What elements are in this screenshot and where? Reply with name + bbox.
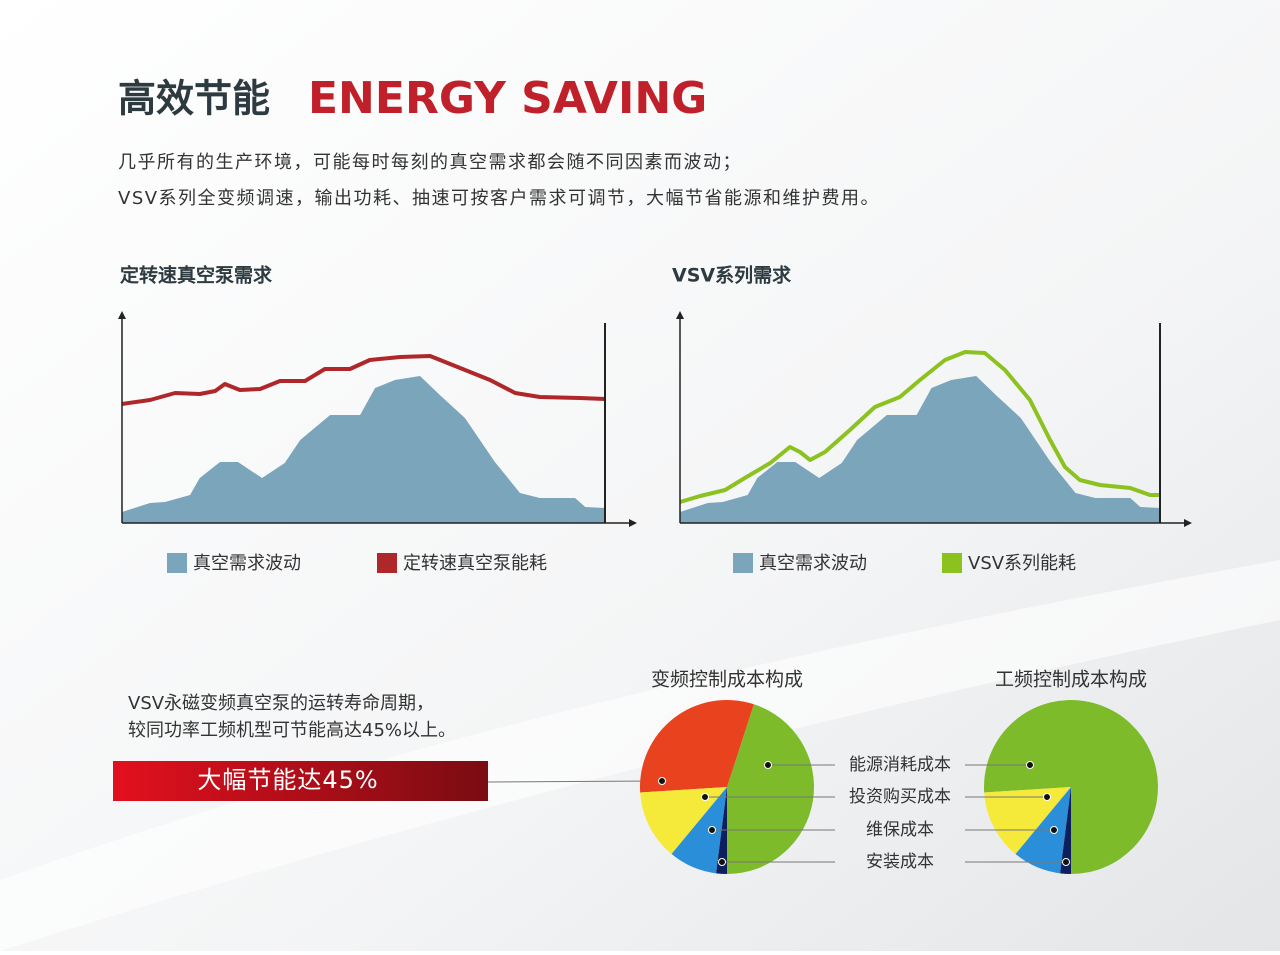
legend-swatch	[377, 553, 397, 573]
arrow	[118, 311, 126, 319]
pie-slice	[984, 787, 1071, 855]
leader-dot	[658, 777, 666, 785]
savings-text: 较同功率工频机型可节能高达45%以上。	[128, 720, 456, 741]
legend-swatch	[167, 553, 187, 573]
pie-title: 工频控制成本构成	[995, 669, 1147, 691]
arrow	[629, 519, 637, 527]
leader-dot	[1026, 761, 1034, 769]
leader-dot	[708, 826, 716, 834]
line	[679, 350, 1160, 504]
pie-slice	[727, 704, 814, 874]
leader-dot	[1043, 793, 1051, 801]
legend-label: VSV系列能耗	[968, 553, 1076, 574]
leader-line	[487, 780, 663, 783]
chart-title: VSV系列需求	[672, 264, 792, 287]
area	[680, 376, 1160, 523]
cost-label: 维保成本	[866, 820, 934, 840]
swoosh	[0, 560, 1280, 951]
intro-line: 几乎所有的生产环境，可能每时每刻的真空需求都会随不同因素而波动；	[118, 152, 742, 173]
cost-label: 安装成本	[866, 852, 934, 872]
pie-slice	[640, 699, 754, 793]
legend-swatch	[942, 553, 962, 573]
leader-dot	[764, 761, 772, 769]
pie-slice	[671, 787, 727, 874]
pie-title: 变频控制成本构成	[651, 669, 803, 691]
pie-slice	[640, 787, 727, 855]
banner-text: 大幅节能达45%	[197, 766, 378, 794]
line	[121, 354, 606, 406]
arrow	[676, 311, 684, 319]
cost-labels: 能源消耗成本 投资购买成本 维保成本 安装成本	[849, 755, 951, 872]
pie-slice	[1060, 787, 1071, 874]
savings-text: VSV永磁变频真空泵的运转寿命周期，	[128, 693, 434, 714]
legend-label: 定转速真空泵能耗	[403, 553, 547, 574]
arrow	[1184, 519, 1192, 527]
banner	[113, 761, 488, 801]
title-cn: 高效节能	[118, 77, 270, 121]
legend-label: 真空需求波动	[759, 553, 867, 574]
legend-label: 真空需求波动	[193, 553, 301, 574]
leader-dot	[1062, 858, 1070, 866]
area	[122, 376, 605, 523]
chart-title: 定转速真空泵需求	[120, 264, 273, 287]
legend-swatch	[733, 553, 753, 573]
intro-line: VSV系列全变频调速，输出功耗、抽速可按客户需求可调节，大幅节省能源和维护费用。	[118, 188, 880, 209]
cost-label: 能源消耗成本	[849, 755, 951, 775]
leader-dot	[701, 793, 709, 801]
leader-dot	[1050, 826, 1058, 834]
leader-dot	[718, 858, 726, 866]
cost-label: 投资购买成本	[849, 787, 951, 807]
title-en: ENERGY SAVING	[308, 73, 707, 124]
